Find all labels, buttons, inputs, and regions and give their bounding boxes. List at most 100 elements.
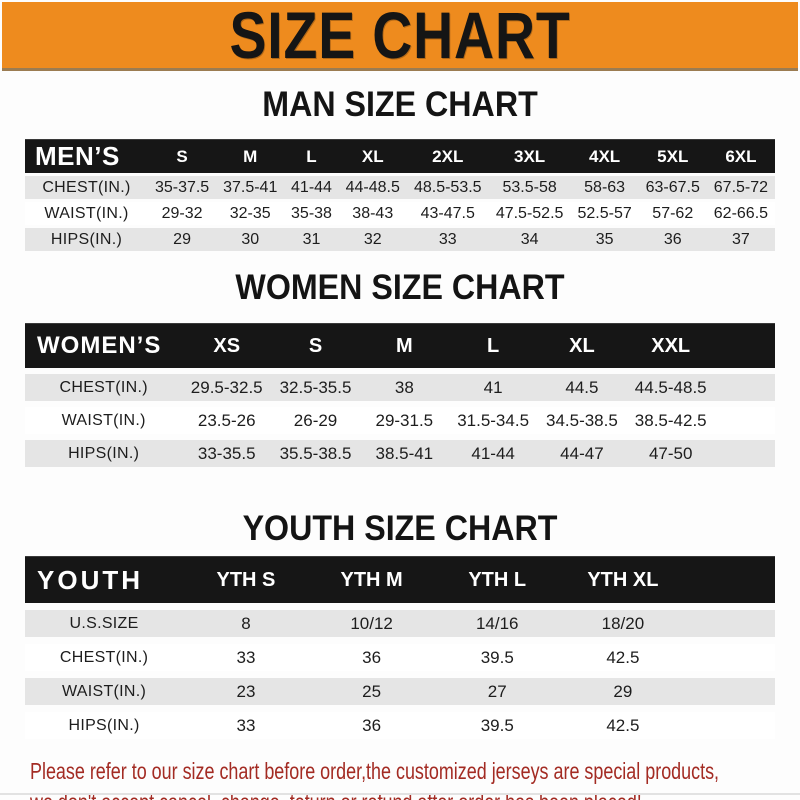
women-size-col-header: L [448, 323, 538, 368]
filler-cell [685, 644, 775, 671]
size-value-cell: 33 [406, 228, 489, 251]
size-value-cell: 25 [308, 678, 435, 705]
men-waist-row: WAIST(IN.) 29-32 32-35 35-38 38-43 43-47… [25, 202, 775, 225]
women-chest-row: CHEST(IN.) 29.5-32.5 32.5-35.5 38 41 44.… [25, 374, 775, 401]
size-value-cell: 29-31.5 [359, 407, 449, 434]
size-value-cell: 37.5-41 [216, 176, 285, 199]
size-value-cell: 44-47 [537, 440, 627, 467]
women-size-table: WOMEN’S XS S M L XL XXL CHEST(IN.) 29.5-… [25, 317, 775, 473]
size-value-cell: 18/20 [560, 610, 686, 637]
men-size-col-header: XL [338, 139, 407, 173]
size-value-cell: 29.5-32.5 [182, 374, 272, 401]
size-value-cell: 42.5 [560, 712, 686, 739]
size-value-cell: 31 [284, 228, 339, 251]
size-value-cell: 67.5-72 [706, 176, 775, 199]
size-value-cell: 38.5-41 [359, 440, 449, 467]
men-chest-row: CHEST(IN.) 35-37.5 37.5-41 41-44 44-48.5… [25, 176, 775, 199]
youth-ussize-row: U.S.SIZE 8 10/12 14/16 18/20 [25, 610, 775, 637]
size-value-cell: 29-32 [148, 202, 217, 225]
women-waist-row: WAIST(IN.) 23.5-26 26-29 29-31.5 31.5-34… [25, 407, 775, 434]
size-value-cell: 39.5 [434, 644, 561, 671]
women-size-col-header: XXL [626, 323, 716, 368]
size-value-cell: 44-48.5 [338, 176, 407, 199]
youth-size-col-header: YTH M [308, 556, 435, 603]
size-value-cell: 35-38 [284, 202, 339, 225]
youth-size-col-header: YTH S [183, 556, 309, 603]
size-value-cell: 33 [183, 644, 309, 671]
women-table-header-row: WOMEN’S XS S M L XL XXL [25, 323, 775, 368]
size-value-cell: 52.5-57 [570, 202, 639, 225]
women-section: WOMEN SIZE CHART WOMEN’S XS S M L XL XXL… [0, 270, 800, 473]
youth-section: YOUTH SIZE CHART YOUTH YTH S YTH M YTH L… [0, 511, 800, 746]
row-label: HIPS(IN.) [25, 228, 148, 251]
size-value-cell: 48.5-53.5 [406, 176, 489, 199]
size-value-cell: 44.5 [537, 374, 627, 401]
size-value-cell: 53.5-58 [488, 176, 571, 199]
size-value-cell: 14/16 [434, 610, 561, 637]
size-value-cell: 47-50 [626, 440, 716, 467]
size-value-cell: 34.5-38.5 [537, 407, 627, 434]
size-value-cell: 35.5-38.5 [271, 440, 360, 467]
size-value-cell: 58-63 [570, 176, 639, 199]
size-value-cell: 27 [434, 678, 561, 705]
size-value-cell: 36 [308, 712, 435, 739]
size-value-cell: 23.5-26 [182, 407, 272, 434]
filler-cell [685, 556, 775, 603]
row-label: HIPS(IN.) [25, 440, 183, 467]
size-value-cell: 47.5-52.5 [488, 202, 571, 225]
women-size-col-header: M [359, 323, 449, 368]
size-value-cell: 23 [183, 678, 309, 705]
size-value-cell: 63-67.5 [638, 176, 707, 199]
row-label: WAIST(IN.) [25, 407, 183, 434]
size-value-cell: 10/12 [308, 610, 435, 637]
men-table-title: MEN’S [25, 139, 148, 173]
women-size-col-header: XS [182, 323, 272, 368]
banner: SIZE CHART [2, 2, 798, 71]
youth-hips-row: HIPS(IN.) 33 36 39.5 42.5 [25, 712, 775, 739]
size-value-cell: 39.5 [434, 712, 561, 739]
women-size-col-header: S [271, 323, 360, 368]
youth-waist-row: WAIST(IN.) 23 25 27 29 [25, 678, 775, 705]
men-size-col-header: M [216, 139, 285, 173]
size-value-cell: 57-62 [638, 202, 707, 225]
men-table-header-row: MEN’S S M L XL 2XL 3XL 4XL 5XL 6XL [25, 139, 775, 173]
size-value-cell: 41-44 [284, 176, 339, 199]
men-size-col-header: 4XL [570, 139, 639, 173]
men-size-col-header: L [284, 139, 339, 173]
men-size-col-header: 3XL [488, 139, 571, 173]
size-value-cell: 32.5-35.5 [271, 374, 360, 401]
row-label: CHEST(IN.) [25, 374, 183, 401]
filler-cell [715, 440, 775, 467]
row-label: HIPS(IN.) [25, 712, 184, 739]
size-value-cell: 32-35 [216, 202, 285, 225]
women-section-heading: WOMEN SIZE CHART [235, 268, 565, 307]
page-title: SIZE CHART [229, 0, 571, 72]
size-value-cell: 8 [183, 610, 309, 637]
youth-table-title: YOUTH [25, 556, 184, 603]
men-hips-row: HIPS(IN.) 29 30 31 32 33 34 35 36 37 [25, 228, 775, 251]
size-value-cell: 30 [216, 228, 285, 251]
size-value-cell: 41-44 [448, 440, 538, 467]
size-value-cell: 33 [183, 712, 309, 739]
size-value-cell: 29 [560, 678, 686, 705]
size-value-cell: 36 [308, 644, 435, 671]
filler-cell [715, 374, 775, 401]
size-value-cell: 38-43 [338, 202, 407, 225]
size-value-cell: 32 [338, 228, 407, 251]
youth-size-col-header: YTH XL [560, 556, 686, 603]
size-value-cell: 62-66.5 [706, 202, 775, 225]
bottom-edge-divider [0, 793, 800, 795]
men-size-col-header: S [148, 139, 217, 173]
size-value-cell: 38.5-42.5 [626, 407, 716, 434]
youth-chest-row: CHEST(IN.) 33 36 39.5 42.5 [25, 644, 775, 671]
women-hips-row: HIPS(IN.) 33-35.5 35.5-38.5 38.5-41 41-4… [25, 440, 775, 467]
size-value-cell: 36 [638, 228, 707, 251]
men-section: MAN SIZE CHART MEN’S S M L XL 2XL 3XL 4X… [0, 87, 800, 254]
youth-section-heading: YOUTH SIZE CHART [242, 509, 558, 548]
row-label: CHEST(IN.) [25, 644, 184, 671]
filler-cell [685, 610, 775, 637]
filler-cell [685, 678, 775, 705]
size-value-cell: 35-37.5 [148, 176, 217, 199]
women-size-col-header: XL [537, 323, 627, 368]
size-value-cell: 35 [570, 228, 639, 251]
